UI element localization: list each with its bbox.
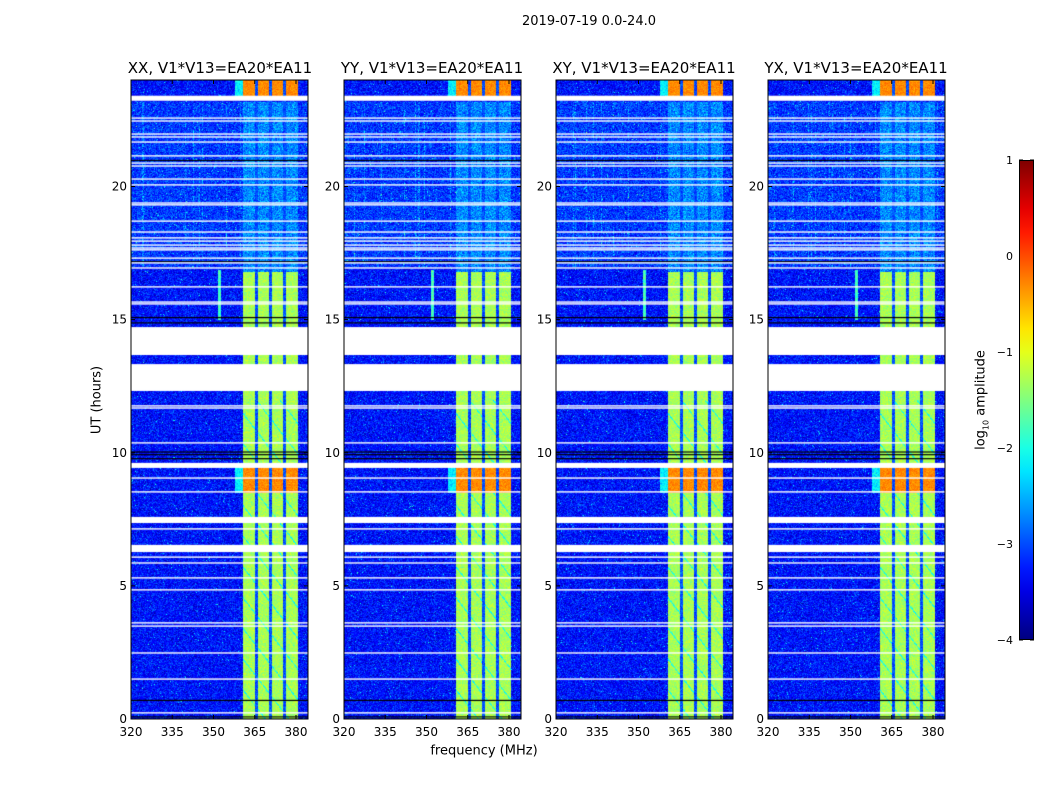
- x-tick-label: 380: [498, 725, 521, 739]
- y-tick-label: 15: [749, 313, 764, 327]
- x-tick-label: 365: [243, 725, 266, 739]
- y-tick-label: 20: [112, 180, 127, 194]
- heatmap-yy: [344, 80, 521, 719]
- y-axis-label: UT (hours): [89, 365, 105, 435]
- y-tick-label: 10: [749, 446, 764, 460]
- colorbar-tick-label: −3: [997, 538, 1013, 551]
- y-tick-label: 20: [749, 180, 764, 194]
- colorbar-tick-label: 1: [1006, 154, 1013, 167]
- x-tick-label: 335: [161, 725, 184, 739]
- x-tick-label: 335: [586, 725, 609, 739]
- x-tick-label: 365: [880, 725, 903, 739]
- panel-frame: [343, 79, 522, 720]
- y-tick-label: 0: [756, 712, 764, 726]
- panel-title-yx: YX, V1*V13=EA20*EA11: [764, 59, 948, 77]
- x-tick-label: 335: [798, 725, 821, 739]
- x-tick-label: 320: [757, 725, 780, 739]
- x-tick-label: 350: [202, 725, 225, 739]
- y-tick-label: 10: [325, 446, 340, 460]
- y-tick-label: 20: [325, 180, 340, 194]
- y-tick-label: 0: [119, 712, 127, 726]
- heatmap-xy: [556, 80, 733, 719]
- panel-title-xx: XX, V1*V13=EA20*EA11: [127, 59, 313, 77]
- x-tick-label: 350: [415, 725, 438, 739]
- heatmap-xx: [131, 80, 308, 719]
- panel-frame: [130, 79, 309, 720]
- y-tick-label: 0: [544, 712, 552, 726]
- panel-title-xy: XY, V1*V13=EA20*EA11: [552, 59, 736, 77]
- y-tick-label: 5: [332, 579, 340, 593]
- x-tick-label: 365: [456, 725, 479, 739]
- x-tick-label: 320: [120, 725, 143, 739]
- x-tick-label: 380: [922, 725, 945, 739]
- heatmap-yx: [768, 80, 945, 719]
- panel-frame: [767, 79, 946, 720]
- x-tick-label: 320: [333, 725, 356, 739]
- panel-frame: [555, 79, 734, 720]
- x-axis-label: frequency (MHz): [430, 743, 538, 759]
- colorbar-label-log: log: [973, 430, 989, 450]
- colorbar-tick-label: −4: [997, 634, 1013, 647]
- y-tick-label: 5: [119, 579, 127, 593]
- colorbar-tick-label: −1: [997, 346, 1013, 359]
- x-tick-label: 350: [627, 725, 650, 739]
- y-tick-label: 0: [332, 712, 340, 726]
- y-tick-label: 10: [537, 446, 552, 460]
- x-tick-label: 380: [710, 725, 733, 739]
- colorbar-label-sub: 10: [981, 419, 991, 431]
- y-tick-label: 5: [544, 579, 552, 593]
- y-tick-label: 10: [112, 446, 127, 460]
- panel-title-yy: YY, V1*V13=EA20*EA11: [340, 59, 524, 77]
- y-tick-label: 15: [112, 313, 127, 327]
- colorbar: [1019, 160, 1034, 640]
- y-tick-label: 15: [325, 313, 340, 327]
- y-tick-label: 5: [756, 579, 764, 593]
- colorbar-label-rest: amplitude: [973, 350, 989, 420]
- colorbar-label: log10 amplitude: [974, 350, 991, 450]
- colorbar-tick-label: 0: [1006, 250, 1013, 263]
- figure-title: 2019-07-19 0.0-24.0: [522, 14, 656, 29]
- x-tick-label: 380: [285, 725, 308, 739]
- x-tick-label: 365: [668, 725, 691, 739]
- colorbar-tick-label: −2: [997, 442, 1013, 455]
- y-tick-label: 20: [537, 180, 552, 194]
- y-tick-label: 15: [537, 313, 552, 327]
- x-tick-label: 350: [839, 725, 862, 739]
- x-tick-label: 320: [545, 725, 568, 739]
- x-tick-label: 335: [374, 725, 397, 739]
